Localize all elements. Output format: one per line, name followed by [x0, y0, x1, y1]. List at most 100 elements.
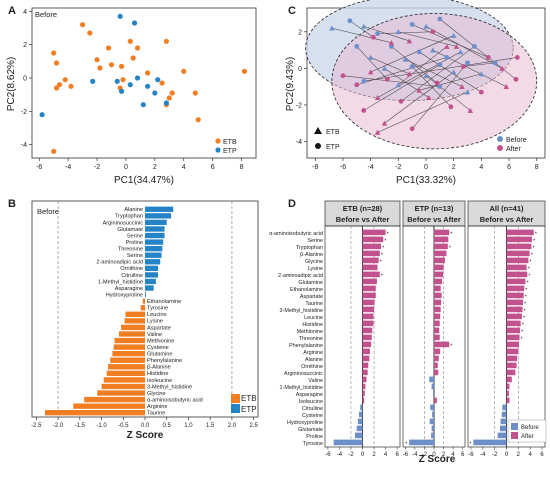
panel-b-bar [84, 396, 145, 403]
panel-b-bar [124, 318, 145, 324]
panel-d-significance-mark: * [469, 442, 472, 448]
panel-c-pair-line [377, 31, 433, 34]
panel-d-bar [362, 355, 370, 362]
panel-d-significance-mark: * [532, 246, 535, 252]
panel-d-bar [500, 418, 507, 425]
panel-d-category-label: 2-aminoadipic acid [278, 273, 323, 279]
panel-b-category-label: Isoleucine [147, 378, 172, 384]
panel-b-bar [142, 298, 145, 304]
panel-b-category-label: Histidine [147, 371, 168, 377]
panel-b-category-label: Glutamine [147, 352, 173, 358]
panel-d-bar [497, 432, 507, 439]
panel-d-facet-title: ETP (n=13) [415, 204, 454, 213]
panel-d-legend-before: Before [521, 425, 539, 431]
panel-b-category-label: Proline [126, 240, 143, 246]
panel-d-bar [506, 320, 521, 327]
panel-c-pair-line [370, 57, 410, 75]
panel-d-significance-mark: * [528, 267, 531, 273]
panel-d-significance-mark: * [384, 239, 387, 245]
panel-d-bar [434, 278, 443, 285]
panel-c-point-before [402, 56, 409, 62]
panel-d-significance-mark: * [521, 337, 524, 343]
panel-c-point-after [425, 95, 432, 101]
panel-a-point-etp [117, 13, 123, 19]
panel-b-bar [145, 291, 146, 298]
panel-c-point-before [457, 49, 464, 55]
panel-c-legend-etp-marker [315, 143, 321, 149]
panel-d-bar [434, 334, 440, 341]
panel-a-point-etp [90, 78, 96, 84]
panel-b-legend-etp-key [231, 404, 240, 413]
panel-c-point-before [381, 65, 388, 71]
panel-d-significance-mark: * [525, 295, 528, 301]
panel-d-bar [432, 411, 434, 418]
panel-a-point-etb [68, 83, 74, 89]
panel-c-legend-etp: ETP [326, 144, 340, 151]
panel-b-legend-etp: ETP [241, 405, 257, 414]
panel-d-bar [506, 341, 519, 348]
panel-c-point-before [444, 54, 450, 60]
panel-d-bar [434, 257, 445, 264]
panel-d-bar [506, 236, 532, 243]
panel-c-point-after [374, 95, 381, 101]
panel-b-category-label: Lysine [147, 319, 163, 325]
panel-c-ytick-label: -2 [296, 102, 302, 109]
panel-b-bar [97, 390, 145, 396]
panel-c-pair-line [391, 46, 438, 84]
panel-a-ytick-label: -4 [21, 142, 27, 149]
panel-c-point-before [416, 49, 422, 55]
panel-b-bar [114, 337, 145, 344]
panel-d-bar [506, 271, 528, 278]
panel-a-legend-etb-marker [215, 138, 221, 144]
panel-c-pair-line [398, 46, 447, 86]
panel-d-category-label: Ethanolamine [290, 287, 323, 293]
panel-a-point-etb [79, 22, 86, 28]
panel-a-xtick-label: -6 [36, 164, 42, 171]
panel-d-bar [362, 369, 368, 376]
panel-b-bar [101, 383, 145, 390]
panel-c-ellipse-after [331, 13, 538, 150]
panel-d-bar [473, 439, 507, 446]
panel-d-category-label: Glycine [305, 259, 323, 265]
panel-a-xtick-label: -2 [94, 164, 100, 171]
panel-c-point-before [450, 32, 457, 38]
panel-c-point-before [437, 84, 443, 90]
panel-c-pair-line [425, 26, 503, 69]
panel-b-bar [110, 357, 145, 363]
panel-d-category-label: Arginine [303, 350, 323, 356]
panel-c-point-after [485, 54, 491, 60]
panel-d-xtick-label: 2 [372, 452, 376, 458]
panel-d-bar [362, 390, 365, 397]
panel-a-ylabel: PC2(8.62%) [6, 57, 17, 111]
panel-a-legend-etb: ETB [223, 139, 237, 146]
panel-d-xtick-label: 2 [517, 452, 521, 458]
panel-d-facet-title: All (n=41) [490, 204, 524, 213]
panel-c-point-after [384, 76, 390, 82]
panel-b-bar [73, 403, 145, 409]
panel-c-point-before [437, 62, 443, 68]
panel-d-significance-mark: * [522, 323, 525, 329]
panel-a-point-etb [119, 63, 125, 69]
panel-d-bar [434, 250, 447, 257]
panel-d-significance-mark: * [523, 309, 526, 315]
panel-b-bar [145, 259, 161, 265]
panel-b-category-label: Ornithine [120, 266, 143, 272]
panel-b-category-label: Threonine [118, 247, 143, 253]
panel-c-pair-line [363, 26, 410, 42]
panel-d-legend-before-key [511, 423, 518, 430]
panel-c-point-after [406, 71, 413, 77]
panel-a-point-etp [145, 83, 151, 89]
panel-d-legend-after: After [521, 434, 534, 440]
panel-c-point-after [340, 73, 346, 79]
panel-c-point-before [423, 23, 429, 29]
panel-b-category-label: Glycine [147, 391, 166, 397]
panel-c-point-after [430, 29, 436, 35]
panel-d-xtick-label: 4 [384, 452, 388, 458]
panel-d-bar [362, 285, 376, 292]
panel-a-ytick-label: 4 [23, 9, 27, 16]
panel-c-ytick-label: 0 [298, 66, 302, 73]
panel-b-category-label: 2-aminoadipic acid [96, 260, 143, 266]
panel-c-ylabel: PC2(9.43%) [285, 57, 296, 111]
panel-b-xtick-label: 0.5 [163, 423, 172, 429]
